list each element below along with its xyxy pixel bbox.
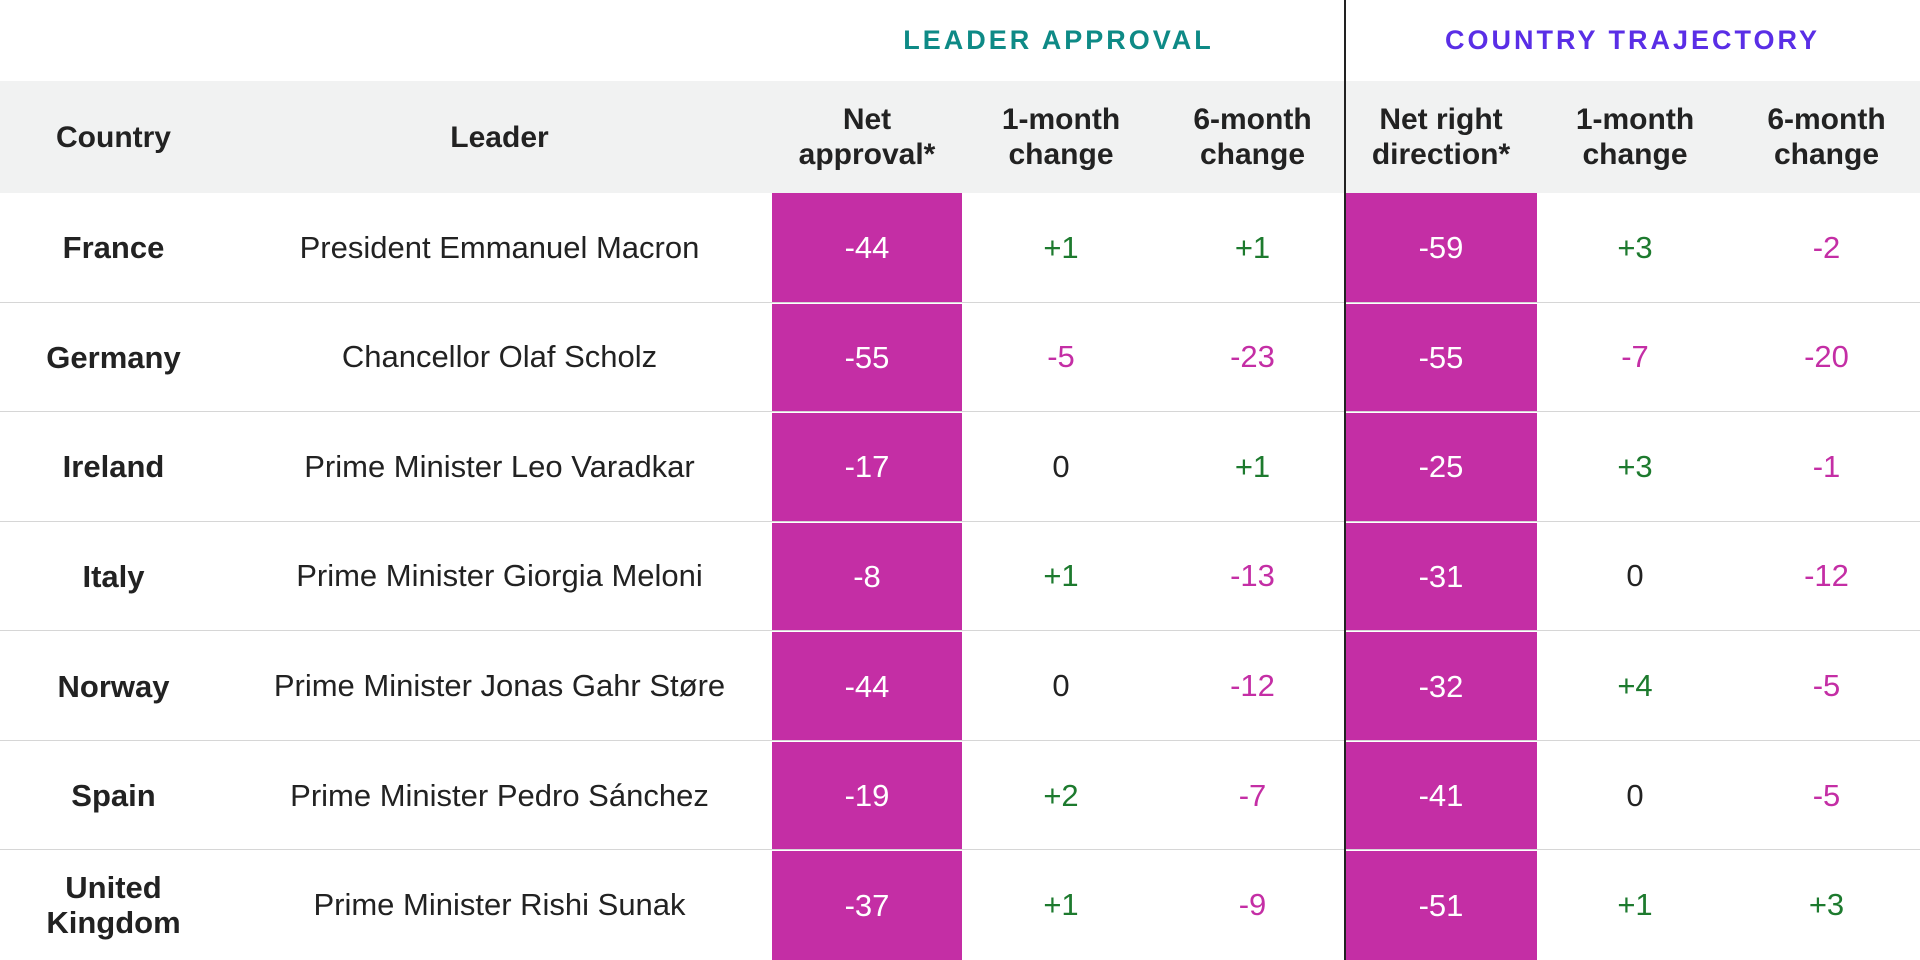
value-cell: -1 <box>1812 448 1841 484</box>
row-divider <box>0 849 1920 851</box>
column-header: Net approval* <box>798 103 936 171</box>
value-cell: -32 <box>1345 631 1537 741</box>
leader-cell: Prime Minister Jonas Gahr Støre <box>273 668 726 704</box>
column-header: 6-month change <box>1193 103 1312 171</box>
value-cell: -37 <box>772 850 962 960</box>
value-cell: +4 <box>1617 668 1653 704</box>
value-cell: -55 <box>1345 302 1537 413</box>
group-header: LEADER APPROVAL <box>903 25 1214 55</box>
column-header: 1-month change <box>1001 103 1121 171</box>
header-band <box>0 81 1920 193</box>
value-cell: -7 <box>1238 777 1267 813</box>
value-cell: -44 <box>772 631 962 741</box>
column-header: 6-month change <box>1767 103 1886 171</box>
value-cell: 0 <box>1052 448 1070 484</box>
value-cell: +1 <box>1043 887 1079 923</box>
value-cell: -31 <box>1345 521 1537 632</box>
value-cell: +1 <box>1234 448 1271 484</box>
row-divider <box>0 739 1920 741</box>
value-cell: -12 <box>1804 558 1849 594</box>
value-cell: 0 <box>1052 668 1070 704</box>
value-cell: +1 <box>1043 229 1079 265</box>
value-cell: -5 <box>1047 339 1075 375</box>
value-cell: -23 <box>1230 339 1275 375</box>
value-cell: -7 <box>1621 339 1649 375</box>
row-divider <box>0 630 1920 632</box>
leader-cell: Prime Minister Rishi Sunak <box>313 887 686 923</box>
country-cell: Spain <box>71 778 156 814</box>
value-cell: -9 <box>1238 887 1267 923</box>
value-cell: -2 <box>1812 229 1841 265</box>
value-cell: -41 <box>1345 740 1537 851</box>
country-cell: Norway <box>57 668 170 704</box>
value-cell: -19 <box>772 740 962 851</box>
value-cell: -8 <box>772 521 962 632</box>
value-cell: -55 <box>772 302 962 413</box>
row-divider <box>0 520 1920 522</box>
value-cell: -44 <box>772 193 962 303</box>
value-cell: 0 <box>1626 558 1644 594</box>
column-header: Country <box>56 120 171 154</box>
value-cell: +1 <box>1234 229 1271 265</box>
value-cell: -13 <box>1230 558 1275 594</box>
value-cell: +3 <box>1617 229 1653 265</box>
value-cell: -17 <box>772 412 962 522</box>
country-cell: Italy <box>82 558 145 594</box>
country-cell: Ireland <box>62 449 165 485</box>
leader-cell: President Emmanuel Macron <box>299 229 700 265</box>
country-cell: France <box>62 230 165 266</box>
value-cell: -5 <box>1812 777 1841 813</box>
column-header: 1-month change <box>1575 103 1695 171</box>
leader-cell: Prime Minister Leo Varadkar <box>304 448 695 484</box>
group-header: COUNTRY TRAJECTORY <box>1444 25 1821 55</box>
value-cell: 0 <box>1626 777 1644 813</box>
value-cell: -51 <box>1345 850 1537 960</box>
leader-cell: Prime Minister Pedro Sánchez <box>290 777 709 813</box>
country-cell: United Kingdom <box>46 870 181 941</box>
country-cell: Germany <box>46 339 181 375</box>
column-header: Leader <box>450 120 549 154</box>
leader-cell: Prime Minister Giorgia Meloni <box>296 558 703 594</box>
column-header: Net right direction* <box>1371 103 1511 171</box>
row-divider <box>0 411 1920 413</box>
value-cell: +1 <box>1043 558 1079 594</box>
value-cell: -20 <box>1804 339 1849 375</box>
leader-cell: Chancellor Olaf Scholz <box>341 339 658 375</box>
value-cell: -59 <box>1345 193 1537 303</box>
value-cell: +1 <box>1617 887 1653 923</box>
value-cell: +3 <box>1808 887 1845 923</box>
value-cell: +2 <box>1043 777 1079 813</box>
value-cell: +3 <box>1617 448 1653 484</box>
row-divider <box>0 301 1920 303</box>
group-divider <box>1344 0 1346 960</box>
value-cell: -5 <box>1812 668 1841 704</box>
value-cell: -25 <box>1345 412 1537 522</box>
value-cell: -12 <box>1230 668 1275 704</box>
